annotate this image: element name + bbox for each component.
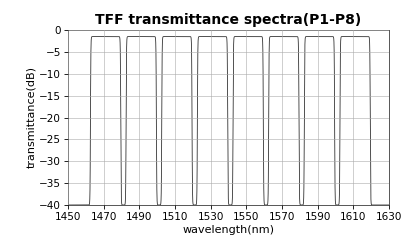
Title: TFF transmittance spectra(P1-P8): TFF transmittance spectra(P1-P8) — [95, 14, 362, 28]
X-axis label: wavelength(nm): wavelength(nm) — [182, 225, 275, 235]
Y-axis label: transmittance(dB): transmittance(dB) — [26, 66, 36, 168]
